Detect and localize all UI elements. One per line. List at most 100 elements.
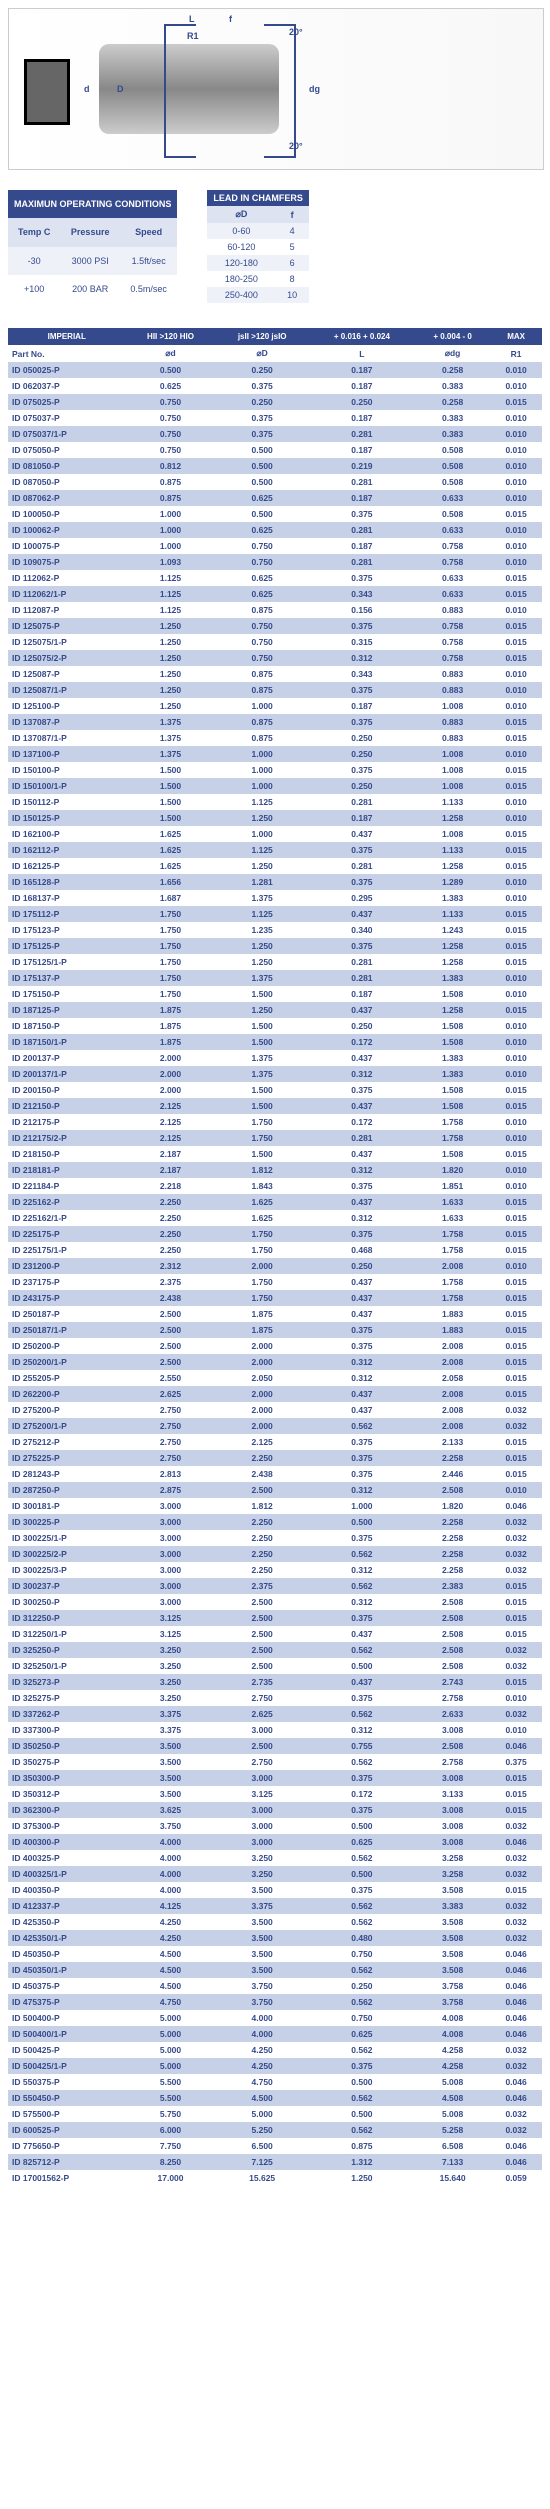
data-cell: 0.015 — [490, 1802, 542, 1818]
data-cell: 0.015 — [490, 1082, 542, 1098]
data-cell: 0.375 — [309, 762, 415, 778]
table-row: ID 550375-P5.5004.7500.5005.0080.046 — [8, 2074, 542, 2090]
data-cell: 2.508 — [415, 1626, 490, 1642]
data-cell: 0.750 — [125, 442, 215, 458]
part-no-cell: ID 300237-P — [8, 1578, 125, 1594]
data-cell: 2.008 — [415, 1402, 490, 1418]
data-cell: 3.500 — [216, 1962, 309, 1978]
part-no-cell: ID 400325/1-P — [8, 1866, 125, 1882]
table-row: ID 300250-P3.0002.5000.3122.5080.015 — [8, 1594, 542, 1610]
data-cell: 0.015 — [490, 1274, 542, 1290]
data-cell: 0.468 — [309, 1242, 415, 1258]
data-cell: 0.375 — [309, 1466, 415, 1482]
data-cell: 1.508 — [415, 1018, 490, 1034]
data-cell: 0.625 — [216, 570, 309, 586]
data-cell: 0.032 — [490, 1514, 542, 1530]
data-cell: 2.218 — [125, 1178, 215, 1194]
data-cell: 2.438 — [125, 1290, 215, 1306]
table-row: ID 187150/1-P1.8751.5000.1721.5080.010 — [8, 1034, 542, 1050]
part-no-cell: ID 500425-P — [8, 2042, 125, 2058]
part-no-cell: ID 150100-P — [8, 762, 125, 778]
data-cell: 0.312 — [309, 1370, 415, 1386]
data-cell: 2.008 — [415, 1258, 490, 1274]
data-cell: 0.437 — [309, 1626, 415, 1642]
op-cell: 1.5ft/sec — [120, 247, 177, 275]
seal-profile — [24, 59, 70, 125]
table-row: ID 175137-P1.7501.3750.2811.3830.010 — [8, 970, 542, 986]
data-cell: 3.008 — [415, 1818, 490, 1834]
data-cell: 2.258 — [415, 1530, 490, 1546]
table-row: ID 212175-P2.1251.7500.1721.7580.010 — [8, 1114, 542, 1130]
data-cell: 0.015 — [490, 1882, 542, 1898]
part-no-cell: ID 150125-P — [8, 810, 125, 826]
data-cell: 1.750 — [216, 1274, 309, 1290]
part-no-cell: ID 17001562-P — [8, 2170, 125, 2186]
data-cell: 0.015 — [490, 1098, 542, 1114]
part-no-cell: ID 400350-P — [8, 1882, 125, 1898]
data-cell: 3.000 — [216, 1818, 309, 1834]
data-cell: 1.758 — [415, 1290, 490, 1306]
part-no-cell: ID 075037/1-P — [8, 426, 125, 442]
data-cell: 0.015 — [490, 1370, 542, 1386]
data-cell: 0.046 — [490, 1978, 542, 1994]
table-row: ID 350300-P3.5003.0000.3753.0080.015 — [8, 1770, 542, 1786]
data-cell: 2.250 — [216, 1546, 309, 1562]
data-cell: 1.375 — [216, 1050, 309, 1066]
data-cell: 0.315 — [309, 634, 415, 650]
data-cell: 0.875 — [216, 666, 309, 682]
ch-cell: 8 — [276, 271, 309, 287]
data-cell: 0.010 — [490, 1178, 542, 1194]
data-cell: 2.875 — [125, 1482, 215, 1498]
part-no-cell: ID 150112-P — [8, 794, 125, 810]
data-cell: 0.032 — [490, 1658, 542, 1674]
ch-cell: 4 — [276, 223, 309, 239]
part-no-cell: ID 087050-P — [8, 474, 125, 490]
data-cell: 3.008 — [415, 1770, 490, 1786]
data-cell: 0.015 — [490, 954, 542, 970]
data-cell: 3.375 — [125, 1722, 215, 1738]
data-cell: 0.032 — [490, 1898, 542, 1914]
data-cell: 3.000 — [216, 1770, 309, 1786]
data-cell: 0.437 — [309, 1194, 415, 1210]
ch-cell: 10 — [276, 287, 309, 303]
part-no-cell: ID 575500-P — [8, 2106, 125, 2122]
data-cell: 0.758 — [415, 650, 490, 666]
data-cell: 0.032 — [490, 1866, 542, 1882]
table-row: ID 825712-P8.2507.1251.3127.1330.046 — [8, 2154, 542, 2170]
data-cell: 4.750 — [125, 1994, 215, 2010]
part-no-cell: ID 187150/1-P — [8, 1034, 125, 1050]
data-cell: 0.562 — [309, 1962, 415, 1978]
data-cell: 1.508 — [415, 1082, 490, 1098]
data-cell: 1.875 — [216, 1322, 309, 1338]
data-cell: 0.340 — [309, 922, 415, 938]
table-row: ID 175125-P1.7501.2500.3751.2580.015 — [8, 938, 542, 954]
data-cell: 1.125 — [125, 586, 215, 602]
part-no-cell: ID 225162/1-P — [8, 1210, 125, 1226]
table-row: ID 175150-P1.7501.5000.1871.5080.010 — [8, 986, 542, 1002]
data-cell: 3.000 — [216, 1834, 309, 1850]
table-row: ID 137100-P1.3751.0000.2501.0080.010 — [8, 746, 542, 762]
data-cell: 4.250 — [125, 1930, 215, 1946]
data-cell: 1.820 — [415, 1162, 490, 1178]
left-bracket — [164, 24, 196, 158]
data-cell: 4.008 — [415, 2010, 490, 2026]
data-cell: 1.008 — [415, 746, 490, 762]
data-cell: 4.500 — [125, 1978, 215, 1994]
ch-cell: 0-60 — [207, 223, 275, 239]
data-cell: 1.008 — [415, 778, 490, 794]
table-row: ID 350312-P3.5003.1250.1723.1330.015 — [8, 1786, 542, 1802]
part-no-cell: ID 125087-P — [8, 666, 125, 682]
table-row: ID 175123-P1.7501.2350.3401.2430.015 — [8, 922, 542, 938]
table-row: ID 075050-P0.7500.5000.1870.5080.010 — [8, 442, 542, 458]
data-cell: 0.250 — [216, 394, 309, 410]
data-cell: 1.125 — [125, 602, 215, 618]
part-no-cell: ID 825712-P — [8, 2154, 125, 2170]
part-no-cell: ID 475375-P — [8, 1994, 125, 2010]
small-tables-row: MAXIMUN OPERATING CONDITIONS Temp CPress… — [8, 190, 542, 303]
data-cell: 1.008 — [415, 698, 490, 714]
data-cell: 0.250 — [309, 778, 415, 794]
data-cell: 0.437 — [309, 1386, 415, 1402]
data-cell: 1.250 — [216, 858, 309, 874]
table-row: ID 200150-P2.0001.5000.3751.5080.015 — [8, 1082, 542, 1098]
data-cell: 1.758 — [415, 1242, 490, 1258]
